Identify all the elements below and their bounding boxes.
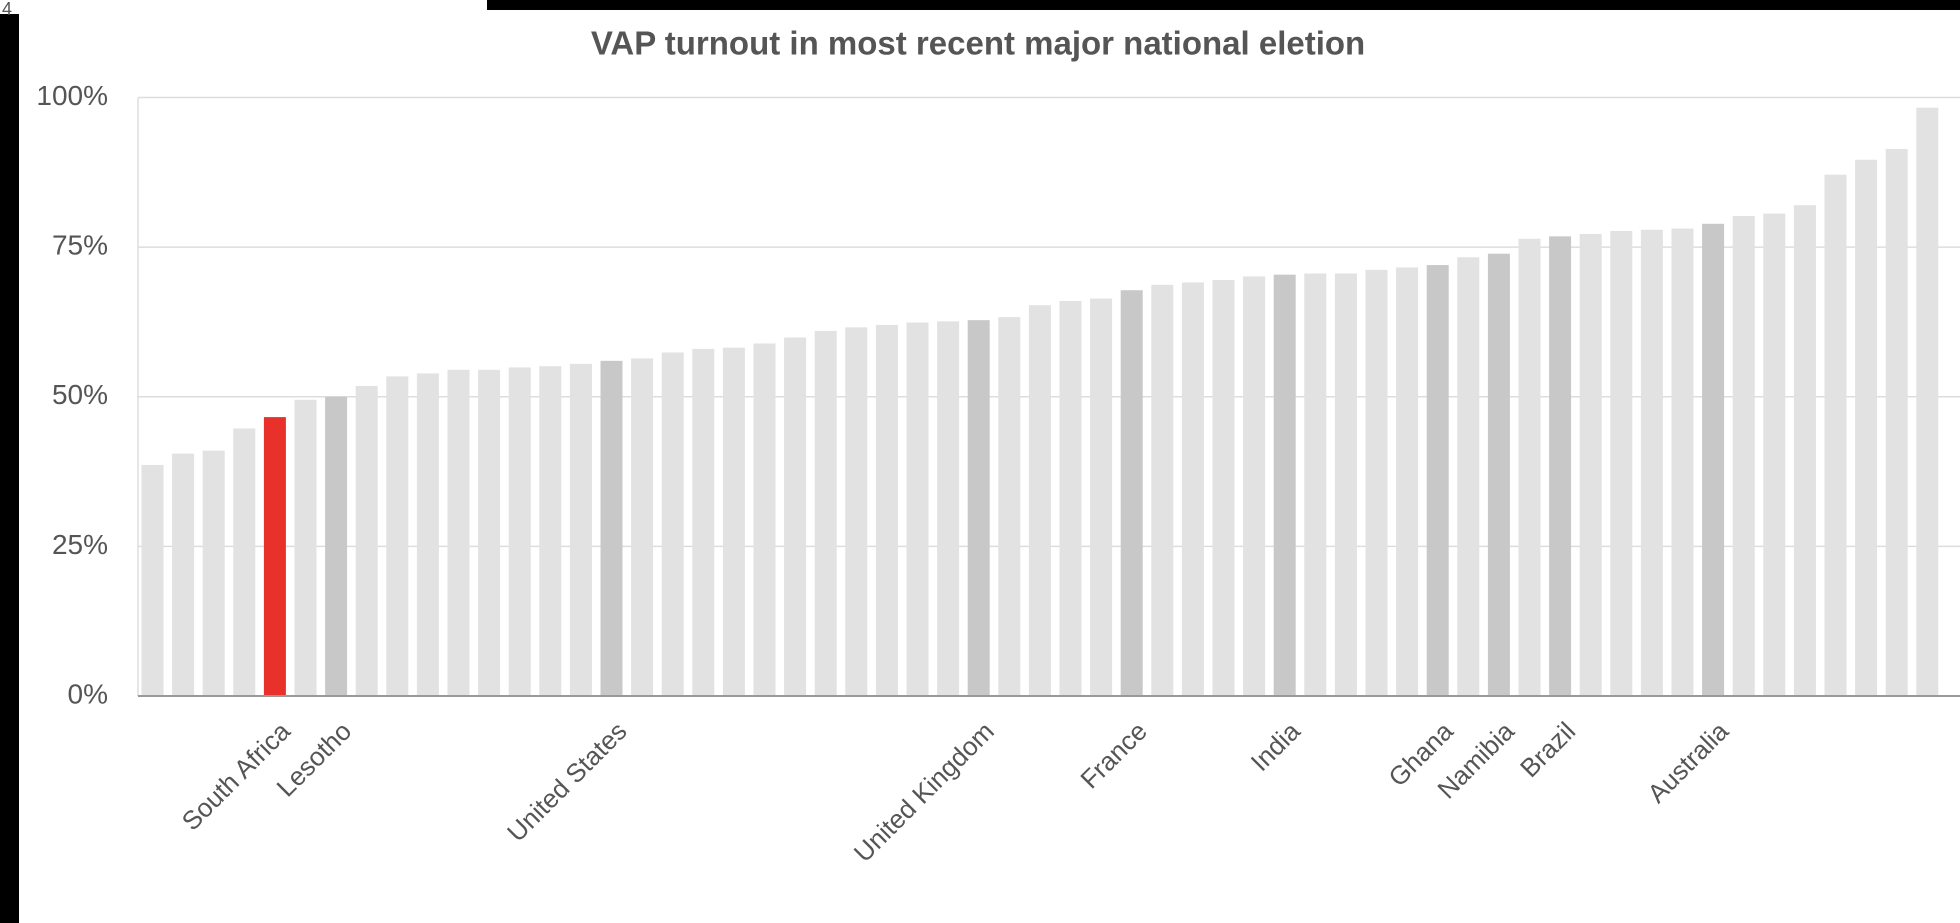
bar bbox=[845, 327, 868, 696]
bar bbox=[1640, 229, 1663, 696]
bar bbox=[478, 369, 501, 696]
bar bbox=[722, 347, 745, 696]
bar bbox=[600, 360, 623, 696]
bar bbox=[1059, 300, 1082, 696]
bar bbox=[937, 321, 960, 696]
bar bbox=[1916, 107, 1939, 696]
bar bbox=[875, 324, 898, 696]
corner-text: 4 bbox=[2, 0, 12, 19]
bar bbox=[294, 399, 317, 696]
y-tick-label: 75% bbox=[52, 230, 108, 261]
bar bbox=[569, 363, 592, 696]
bar bbox=[998, 317, 1021, 696]
bar bbox=[784, 337, 807, 696]
bar bbox=[1793, 205, 1816, 697]
y-tick-label: 25% bbox=[52, 529, 108, 560]
bar bbox=[1518, 238, 1541, 696]
bar bbox=[416, 373, 439, 696]
bar bbox=[355, 385, 378, 696]
bar bbox=[1702, 223, 1725, 696]
bar bbox=[1824, 174, 1847, 697]
bar bbox=[1457, 257, 1480, 696]
bar bbox=[1487, 253, 1510, 696]
bar bbox=[202, 450, 225, 696]
bar bbox=[1273, 274, 1296, 696]
bar bbox=[263, 417, 286, 696]
bar bbox=[141, 464, 164, 696]
bar bbox=[1090, 298, 1113, 696]
bar bbox=[1549, 236, 1572, 697]
bar bbox=[967, 320, 990, 696]
bar bbox=[1028, 305, 1051, 696]
bar bbox=[447, 369, 470, 696]
bar bbox=[1304, 273, 1327, 696]
bar bbox=[1151, 284, 1174, 696]
y-tick-label: 100% bbox=[36, 80, 108, 111]
bar bbox=[1426, 265, 1449, 696]
bar bbox=[1334, 273, 1357, 696]
bar bbox=[1855, 159, 1878, 696]
bar bbox=[661, 352, 684, 696]
bar bbox=[906, 322, 929, 696]
bar bbox=[172, 453, 195, 696]
chart-title: VAP turnout in most recent major nationa… bbox=[591, 25, 1365, 62]
bar bbox=[386, 376, 409, 696]
bar bbox=[1212, 280, 1235, 696]
bar bbox=[508, 367, 531, 696]
bar bbox=[1120, 290, 1143, 696]
bar bbox=[1671, 228, 1694, 696]
bar bbox=[233, 428, 256, 696]
bar bbox=[1365, 269, 1388, 696]
bar bbox=[1579, 233, 1602, 696]
bar bbox=[325, 396, 348, 696]
bar bbox=[1396, 267, 1419, 696]
bar bbox=[1181, 282, 1204, 696]
y-tick-label: 50% bbox=[52, 379, 108, 410]
y-tick-label: 0% bbox=[68, 678, 108, 709]
bar bbox=[1610, 230, 1633, 696]
bar bbox=[814, 330, 837, 696]
bar bbox=[1732, 216, 1755, 697]
bar bbox=[631, 358, 654, 696]
bar bbox=[539, 366, 562, 696]
bar bbox=[1763, 213, 1786, 696]
bar bbox=[692, 348, 715, 696]
bar bbox=[1885, 148, 1908, 696]
bar bbox=[1243, 276, 1266, 696]
bar bbox=[753, 343, 776, 696]
